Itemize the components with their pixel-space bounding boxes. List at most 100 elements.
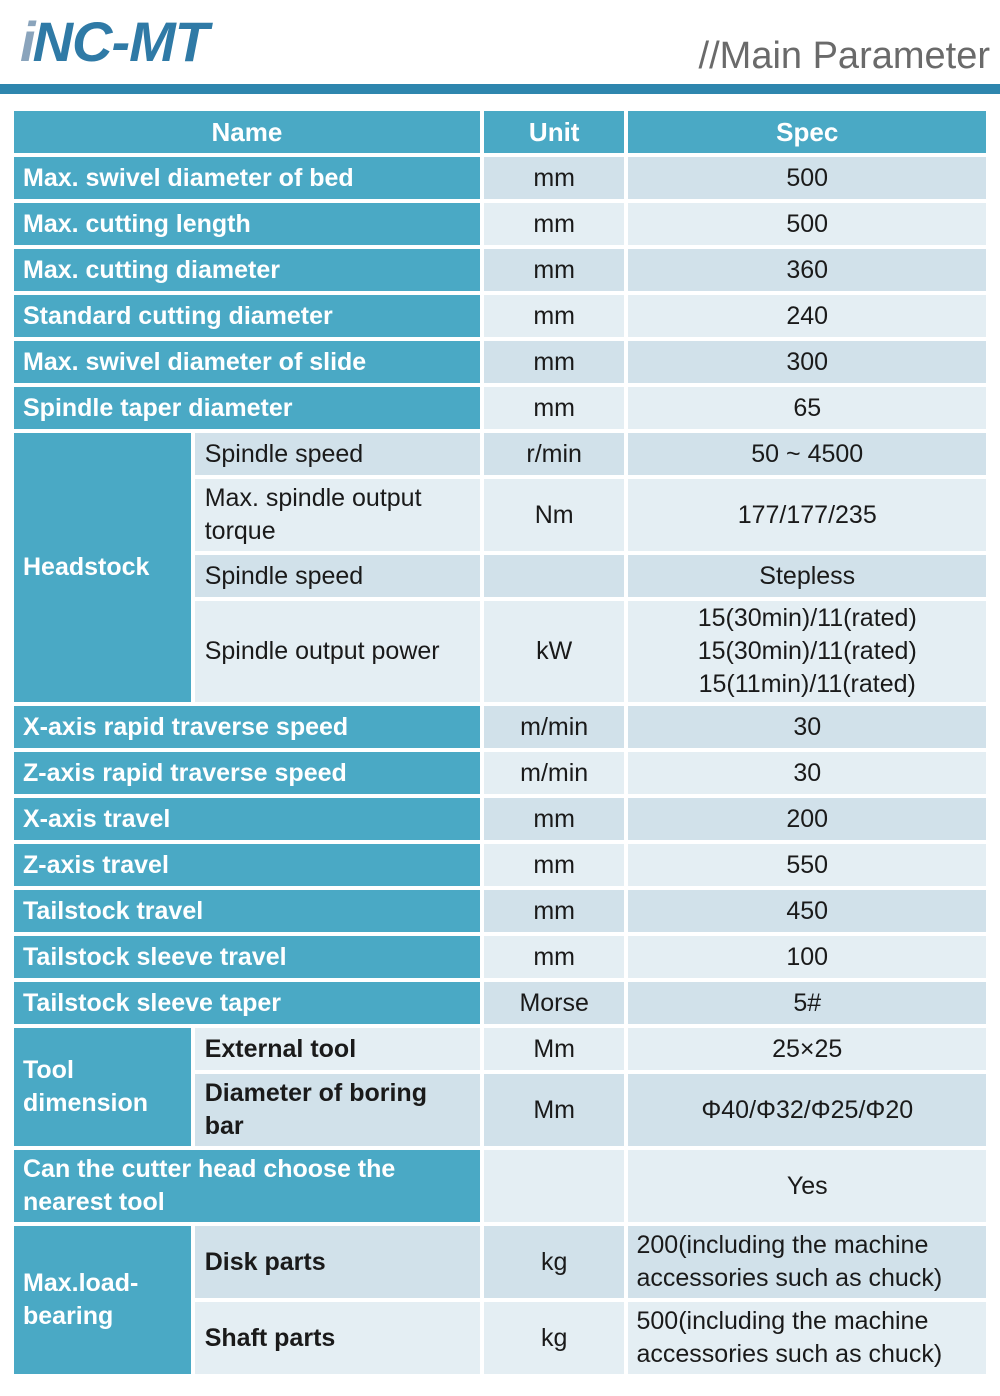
spec-cell: Φ40/Φ32/Φ25/Φ20: [628, 1074, 986, 1146]
table-row: Z-axis rapid traverse speed m/min 30: [14, 752, 986, 794]
param-subname-cell: Spindle speed: [194, 433, 480, 475]
param-subname-cell: Shaft parts: [194, 1302, 480, 1374]
spec-cell: 50 ~ 4500: [628, 433, 986, 475]
spec-cell: 360: [628, 249, 986, 291]
table-row: Diameter of boring bar Mm Φ40/Φ32/Φ25/Φ2…: [14, 1074, 986, 1146]
table-row: Can the cutter head choose the nearest t…: [14, 1150, 986, 1222]
unit-cell: kW: [483, 601, 625, 702]
header-divider-rule: [0, 84, 1000, 94]
unit-cell: kg: [483, 1226, 625, 1298]
table-row: Spindle output power kW 15(30min)/11(rat…: [14, 601, 986, 702]
group-cell-headstock: Headstock: [14, 433, 191, 702]
group-cell-max-load-bearing: Max.load-bearing: [14, 1226, 191, 1374]
unit-cell: mm: [483, 295, 625, 337]
unit-cell: Morse: [483, 982, 625, 1024]
param-subname-cell: Disk parts: [194, 1226, 480, 1298]
spec-cell: 550: [628, 844, 986, 886]
spec-cell: 450: [628, 890, 986, 932]
table-header-row: Name Unit Spec: [14, 111, 986, 153]
param-name-cell: Tailstock sleeve travel: [14, 936, 480, 978]
unit-cell: mm: [483, 341, 625, 383]
param-name-cell: Z-axis rapid traverse speed: [14, 752, 480, 794]
param-name-cell: Spindle taper diameter: [14, 387, 480, 429]
table-row: Max. swivel diameter of slide mm 300: [14, 341, 986, 383]
table-row: X-axis rapid traverse speed m/min 30: [14, 706, 986, 748]
table-row: Max.load-bearing Disk parts kg 200(inclu…: [14, 1226, 986, 1374]
unit-cell: mm: [483, 936, 625, 978]
spec-cell: Stepless: [628, 555, 986, 597]
company-logo: iNC-MT: [20, 14, 209, 70]
spec-cell: Yes: [628, 1150, 986, 1222]
unit-cell: mm: [483, 157, 625, 199]
spec-cell: 15(30min)/11(rated) 15(30min)/11(rated) …: [628, 601, 986, 702]
param-subname-cell: Max. spindle output torque: [194, 479, 480, 551]
unit-cell: mm: [483, 387, 625, 429]
table-row: Max. cutting diameter mm 360: [14, 249, 986, 291]
spec-cell: 5#: [628, 982, 986, 1024]
table-row: Tailstock travel mm 450: [14, 890, 986, 932]
param-subname-cell: External tool: [194, 1028, 480, 1070]
unit-cell: [483, 1150, 625, 1222]
param-name-cell: X-axis travel: [14, 798, 480, 840]
param-name-cell: Tailstock travel: [14, 890, 480, 932]
unit-cell: Mm: [483, 1074, 625, 1146]
table-row: Tool dimension External tool Mm 25×25: [14, 1028, 986, 1146]
unit-cell: mm: [483, 844, 625, 886]
logo-letter-i: i: [20, 10, 35, 73]
table-row: Spindle taper diameter mm 65: [14, 387, 986, 429]
param-name-cell: Tailstock sleeve taper: [14, 982, 480, 1024]
spec-cell: 30: [628, 752, 986, 794]
column-header-name: Name: [14, 111, 480, 153]
spec-cell: 30: [628, 706, 986, 748]
spec-cell: 300: [628, 341, 986, 383]
unit-cell: mm: [483, 890, 625, 932]
param-subname-cell: Spindle output power: [194, 601, 480, 702]
page-header: iNC-MT //Main Parameter: [0, 0, 1000, 84]
table-row: Max. spindle output torque Nm 177/177/23…: [14, 479, 986, 551]
table-row: X-axis travel mm 200: [14, 798, 986, 840]
param-name-cell: X-axis rapid traverse speed: [14, 706, 480, 748]
unit-cell: mm: [483, 798, 625, 840]
spec-cell: 65: [628, 387, 986, 429]
param-subname-cell: Diameter of boring bar: [194, 1074, 480, 1146]
param-subname-cell: Spindle speed: [194, 555, 480, 597]
unit-cell: m/min: [483, 706, 625, 748]
spec-cell: 200: [628, 798, 986, 840]
column-header-unit: Unit: [483, 111, 625, 153]
spec-cell: 177/177/235: [628, 479, 986, 551]
param-name-cell: Max. cutting diameter: [14, 249, 480, 291]
unit-cell: mm: [483, 249, 625, 291]
spec-cell: 25×25: [628, 1028, 986, 1070]
spec-cell: 200(including the machine accessories su…: [628, 1226, 986, 1298]
table-row: Tailstock sleeve travel mm 100: [14, 936, 986, 978]
param-name-cell: Max. swivel diameter of slide: [14, 341, 480, 383]
table-row: Spindle speed Stepless: [14, 555, 986, 597]
table-row: Tailstock sleeve taper Morse 5#: [14, 982, 986, 1024]
table-row: Max. cutting length mm 500: [14, 203, 986, 245]
param-name-cell: Can the cutter head choose the nearest t…: [14, 1150, 480, 1222]
spec-cell: 100: [628, 936, 986, 978]
main-parameter-table: Name Unit Spec Max. swivel diameter of b…: [10, 107, 990, 1378]
unit-cell: kg: [483, 1302, 625, 1374]
unit-cell: Mm: [483, 1028, 625, 1070]
param-name-cell: Standard cutting diameter: [14, 295, 480, 337]
column-header-spec: Spec: [628, 111, 986, 153]
unit-cell: Nm: [483, 479, 625, 551]
group-cell-tool-dimension: Tool dimension: [14, 1028, 191, 1146]
unit-cell: mm: [483, 203, 625, 245]
logo-text: NC-MT: [32, 10, 209, 73]
table-row: Standard cutting diameter mm 240: [14, 295, 986, 337]
table-row: Max. swivel diameter of bed mm 500: [14, 157, 986, 199]
unit-cell: r/min: [483, 433, 625, 475]
param-name-cell: Max. swivel diameter of bed: [14, 157, 480, 199]
spec-cell: 500: [628, 203, 986, 245]
spec-cell: 500(including the machine accessories su…: [628, 1302, 986, 1374]
unit-cell: [483, 555, 625, 597]
table-row: Z-axis travel mm 550: [14, 844, 986, 886]
page-title: //Main Parameter: [698, 35, 990, 77]
table-row: Shaft parts kg 500(including the machine…: [14, 1302, 986, 1374]
spec-cell: 500: [628, 157, 986, 199]
unit-cell: m/min: [483, 752, 625, 794]
table-row: Headstock Spindle speed r/min 50 ~ 4500: [14, 433, 986, 702]
param-name-cell: Z-axis travel: [14, 844, 480, 886]
